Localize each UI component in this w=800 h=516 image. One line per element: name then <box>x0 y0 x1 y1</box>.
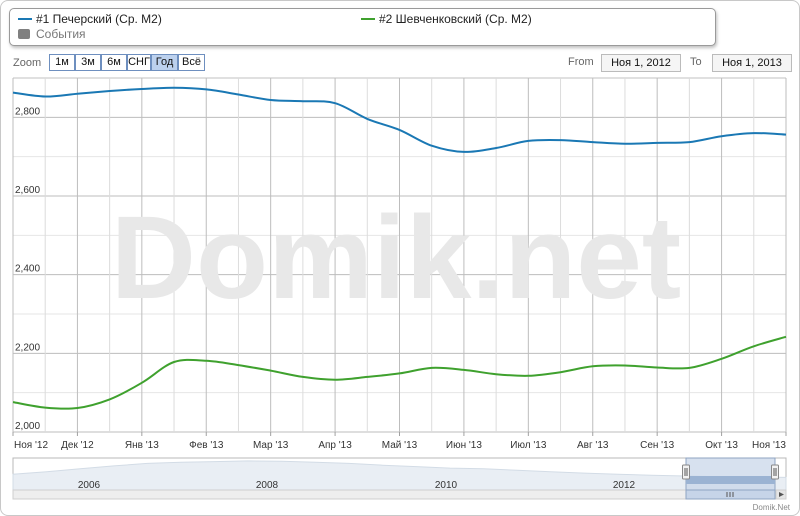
navigator-year-label: 2012 <box>613 480 636 491</box>
x-tick-label: Мар '13 <box>253 440 289 451</box>
zoom-button-1m[interactable]: 1м <box>49 54 75 71</box>
arrow-right-icon <box>779 492 784 497</box>
y-tick-label: 2,600 <box>15 185 40 196</box>
navigator[interactable]: 2006 2008 2010 2012 <box>12 457 787 500</box>
legend-label-series1: #1 Печерский (Ср. М2) <box>36 12 162 26</box>
grid-lines <box>12 77 787 436</box>
x-tick-label: Авг '13 <box>577 440 609 451</box>
navigator-year-label: 2010 <box>435 480 458 491</box>
x-axis-labels: Ноя '12 Дек '12 Янв '13 Фев '13 Мар '13 Апр '… <box>14 440 786 451</box>
x-tick-label: Ноя '12 <box>14 440 48 451</box>
x-tick-label: Апр '13 <box>318 440 352 451</box>
credit-text: Domik.Net <box>752 503 790 512</box>
legend-item-series2[interactable]: #2 Шевченковский (Ср. М2) <box>361 12 532 26</box>
navigator-right-handle[interactable] <box>771 464 779 480</box>
y-tick-label: 2,200 <box>15 342 40 353</box>
y-tick-label: 2,800 <box>15 106 40 117</box>
series-line-2[interactable] <box>12 335 787 410</box>
navigator-selection-band <box>686 476 775 484</box>
zoom-button-all[interactable]: Всё <box>178 54 205 71</box>
chart-legend: #1 Печерский (Ср. М2) #2 Шевченковский (… <box>9 8 716 46</box>
series1-line-icon <box>18 18 32 20</box>
legend-item-series1[interactable]: #1 Печерский (Ср. М2) <box>18 12 162 26</box>
zoom-label: Zoom <box>13 57 42 69</box>
y-axis-labels: 2,000 2,200 2,400 2,600 2,800 <box>15 106 40 432</box>
x-tick-label: Дек '12 <box>61 440 94 451</box>
series-line-1[interactable] <box>12 86 787 153</box>
x-tick-label: Июн '13 <box>446 440 482 451</box>
zoom-button-ytd[interactable]: СНГ <box>127 54 151 71</box>
x-tick-label: Ноя '13 <box>752 440 786 451</box>
watermark-text: Domik.net <box>111 192 681 324</box>
series-lines <box>12 86 787 410</box>
navigator-scrollbar-track[interactable] <box>12 489 787 500</box>
range-from-label: From <box>568 56 594 68</box>
zoom-button-year[interactable]: Год <box>151 54 178 71</box>
navigator-year-label: 2006 <box>78 480 101 491</box>
zoom-button-3m[interactable]: 3м <box>75 54 101 71</box>
x-tick-label: Май '13 <box>382 440 418 451</box>
navigator-left-handle[interactable] <box>682 464 690 480</box>
x-tick-label: Сен '13 <box>640 440 675 451</box>
navigator-year-label: 2008 <box>256 480 279 491</box>
events-square-icon <box>18 29 30 39</box>
x-tick-label: Окт '13 <box>705 440 738 451</box>
legend-label-events: События <box>36 27 86 41</box>
zoom-button-6m[interactable]: 6м <box>101 54 127 71</box>
legend-item-events[interactable]: События <box>18 27 86 41</box>
range-from-input[interactable]: Ноя 1, 2012 <box>601 54 681 72</box>
series2-line-icon <box>361 18 375 20</box>
x-tick-label: Июл '13 <box>510 440 547 451</box>
legend-label-series2: #2 Шевченковский (Ср. М2) <box>379 12 532 26</box>
x-tick-label: Янв '13 <box>125 440 159 451</box>
range-to-input[interactable]: Ноя 1, 2013 <box>712 54 792 72</box>
y-tick-label: 2,000 <box>15 421 40 432</box>
y-tick-label: 2,400 <box>15 264 40 275</box>
x-tick-label: Фев '13 <box>189 440 224 451</box>
range-to-label: To <box>690 56 702 68</box>
